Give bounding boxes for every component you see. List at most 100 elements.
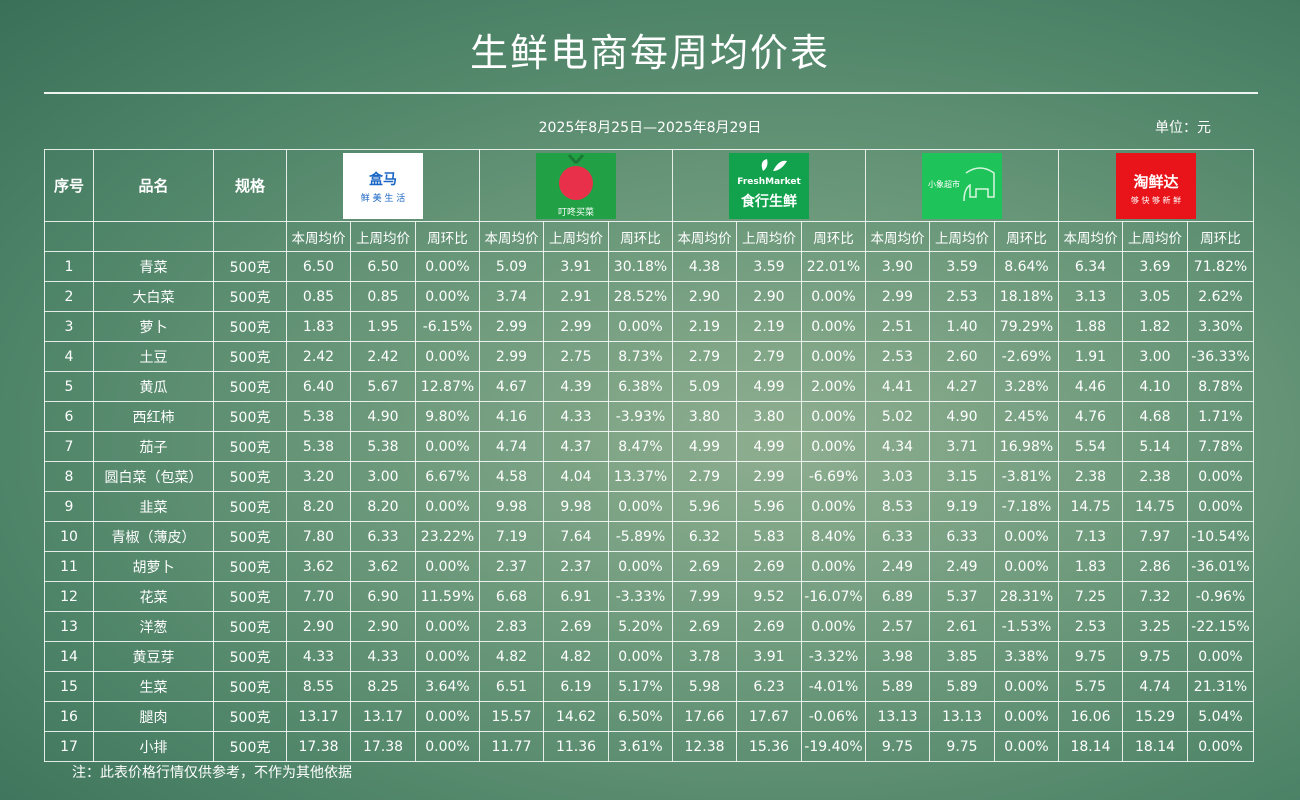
price-cell: 3.38% (994, 641, 1059, 672)
price-cell: 28.31% (994, 581, 1059, 612)
price-cell: 5.37 (929, 581, 995, 612)
price-cell: 0.00% (415, 341, 480, 372)
table-row: 14 黄豆芽 500克 4.33 4.33 0.00% 4.82 4.82 0.00% 3.78 3… (44, 641, 1254, 672)
price-cell: 8.73% (608, 341, 673, 372)
row-spec: 500克 (213, 431, 287, 462)
price-cell: 2.99 (736, 461, 802, 492)
shixing-logo: FreshMarket 食行生鲜 (729, 152, 809, 219)
price-cell: 8.25 (350, 671, 416, 702)
price-cell: 4.27 (929, 371, 995, 402)
price-table: 序号 品名 规格 盒马 鲜 美 生 活 叮咚买菜 (44, 149, 1254, 762)
price-cell: 6.33 (865, 521, 930, 552)
price-cell: 7.19 (479, 521, 544, 552)
row-spec: 500克 (213, 371, 287, 402)
price-cell: 3.59 (736, 251, 802, 282)
price-cell: 5.96 (672, 491, 737, 522)
price-cell: 1.71% (1187, 401, 1254, 432)
price-cell: 2.90 (286, 611, 351, 642)
price-cell: 4.33 (286, 641, 351, 672)
price-cell: 4.68 (1122, 401, 1188, 432)
row-spec: 500克 (213, 611, 287, 642)
price-cell: 7.97 (1122, 521, 1188, 552)
price-cell: 30.18% (608, 251, 673, 282)
hema-logo-text: 盒马 (369, 171, 397, 188)
row-index: 2 (44, 281, 94, 312)
price-cell: 6.50 (286, 251, 351, 282)
price-cell: 2.62% (1187, 281, 1254, 312)
price-cell: 1.95 (350, 311, 416, 342)
price-cell: 5.89 (929, 671, 995, 702)
price-cell: 17.38 (350, 731, 416, 762)
dingdong-logo-sub: 叮咚买菜 (557, 207, 594, 218)
sub-header-cell: 上周均价 (929, 221, 995, 252)
row-spec: 500克 (213, 461, 287, 492)
sub-header-cell: 上周均价 (736, 221, 802, 252)
price-cell: 6.34 (1058, 251, 1123, 282)
price-cell: 0.00% (415, 701, 480, 732)
price-cell: 5.14 (1122, 431, 1188, 462)
price-cell: -19.40% (801, 731, 866, 762)
page-title: 生鲜电商每周均价表 (469, 31, 830, 75)
price-cell: 0.00% (801, 611, 866, 642)
price-cell: 8.20 (350, 491, 416, 522)
price-cell: -6.15% (415, 311, 480, 342)
price-cell: 79.29% (994, 311, 1059, 342)
row-name: 黄豆芽 (93, 641, 214, 672)
xiaoxiang-logo: 小象超市 (922, 152, 1002, 219)
price-cell: 11.59% (415, 581, 480, 612)
shixing-logo-text: FreshMarket (737, 176, 801, 187)
price-cell: 9.75 (1058, 641, 1123, 672)
unit-label: 单位：元 (1155, 120, 1211, 136)
price-cell: 5.96 (736, 491, 802, 522)
price-cell: 5.38 (350, 431, 416, 462)
price-cell: 0.00% (994, 701, 1059, 732)
price-cell: 8.47% (608, 431, 673, 462)
sub-header-cell: 周环比 (994, 221, 1059, 252)
price-cell: 0.00% (801, 431, 866, 462)
platform-logo-cell: FreshMarket 食行生鲜 (672, 149, 866, 222)
radish-icon (559, 153, 593, 200)
price-cell: 0.00% (801, 491, 866, 522)
row-index: 15 (44, 671, 94, 702)
price-cell: 3.15 (929, 461, 995, 492)
price-cell: 5.17% (608, 671, 673, 702)
sub-header-cell: 周环比 (608, 221, 673, 252)
price-cell: 6.91 (543, 581, 609, 612)
price-cell: 14.75 (1058, 491, 1123, 522)
row-spec: 500克 (213, 251, 287, 282)
price-cell: 3.61% (608, 731, 673, 762)
price-cell: 21.31% (1187, 671, 1254, 702)
price-cell: 6.38% (608, 371, 673, 402)
sub-header-cell: 本周均价 (479, 221, 544, 252)
price-cell: 18.14 (1058, 731, 1123, 762)
price-cell: 16.98% (994, 431, 1059, 462)
price-cell: 0.85 (286, 281, 351, 312)
sub-header-cell: 上周均价 (543, 221, 609, 252)
price-cell: 3.80 (736, 401, 802, 432)
price-cell: 3.28% (994, 371, 1059, 402)
price-cell: 6.33 (350, 521, 416, 552)
price-cell: 2.90 (736, 281, 802, 312)
price-cell: 9.75 (865, 731, 930, 762)
price-cell: 6.40 (286, 371, 351, 402)
price-cell: -36.01% (1187, 551, 1254, 582)
price-cell: 2.61 (929, 611, 995, 642)
price-cell: 3.85 (929, 641, 995, 672)
price-cell: 14.75 (1122, 491, 1188, 522)
price-cell: 4.10 (1122, 371, 1188, 402)
price-cell: 3.71 (929, 431, 995, 462)
sub-header-row: 本周均价 上周均价 周环比 本周均价 上周均价 周环比 本周均价 上周均价 周环比 本周均价 上周均… (44, 221, 1254, 252)
table-row: 17 小排 500克 17.38 17.38 0.00% 11.77 11.36 3.61% 12… (44, 731, 1254, 762)
sub-header-cell: 周环比 (801, 221, 866, 252)
price-cell: 0.00% (994, 671, 1059, 702)
price-cell: 4.16 (479, 401, 544, 432)
table-row: 4 土豆 500克 2.42 2.42 0.00% 2.99 2.75 8.73% 2.79 2.7… (44, 341, 1254, 372)
price-cell: -3.33% (608, 581, 673, 612)
price-cell: 2.79 (736, 341, 802, 372)
price-cell: 3.05 (1122, 281, 1188, 312)
price-cell: 5.20% (608, 611, 673, 642)
price-cell: 1.91 (1058, 341, 1123, 372)
price-cell: 0.00% (608, 641, 673, 672)
price-cell: 0.00% (1187, 641, 1254, 672)
price-cell: 0.00% (1187, 461, 1254, 492)
